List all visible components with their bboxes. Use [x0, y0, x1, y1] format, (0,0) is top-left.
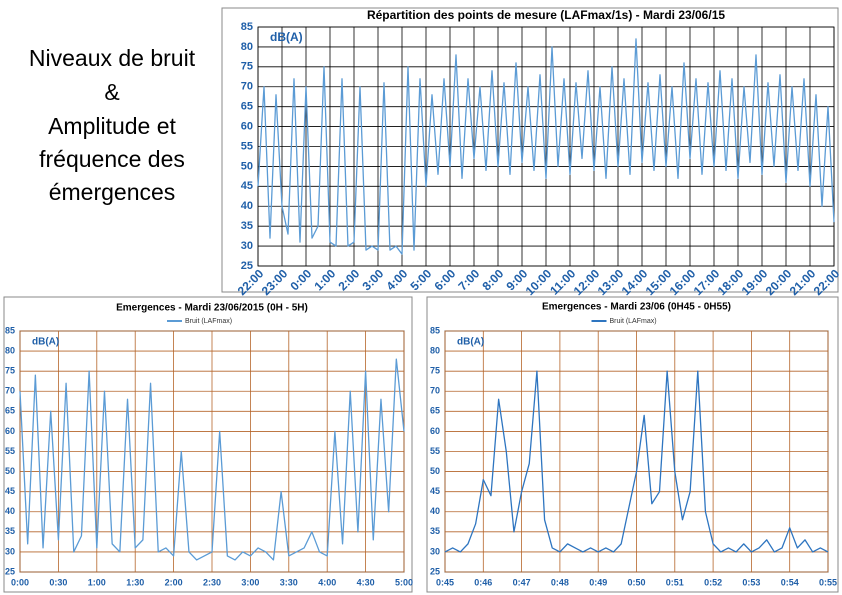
y-tick-label: 40	[241, 200, 253, 212]
y-tick-label: 55	[241, 140, 253, 152]
chart-title: Emergences - Mardi 23/06/2015 (0H - 5H)	[116, 303, 308, 314]
chart-title: Emergences - Mardi 23/06 (0H45 - 0H55)	[542, 302, 731, 313]
x-tick-label: 1:00	[88, 577, 106, 587]
y-tick-label: 60	[430, 426, 440, 436]
slide-text: fréquence des	[39, 146, 185, 172]
y-tick-label: 35	[5, 526, 15, 536]
y-tick-label: 30	[5, 546, 15, 556]
y-tick-label: 70	[5, 386, 15, 396]
y-tick-label: 45	[5, 486, 15, 496]
y-tick-label: 85	[5, 325, 15, 335]
slide-text: Amplitude et	[48, 113, 176, 139]
x-tick-label: 4:00	[318, 577, 336, 587]
x-tick-label: 0:49	[589, 577, 607, 587]
legend-label: Bruit (LAFmax)	[610, 318, 657, 325]
data-line	[19, 358, 405, 561]
x-tick-label: 0:51	[666, 577, 684, 587]
y-tick-label: 50	[5, 466, 15, 476]
y-tick-label: 75	[430, 366, 440, 376]
y-tick-label: 25	[5, 566, 15, 576]
x-tick-label: 5:00	[395, 577, 413, 587]
x-tick-label: 0:53	[742, 577, 760, 587]
y-tick-label: 65	[241, 101, 253, 113]
y-tick-label: 85	[430, 325, 440, 335]
y-axis-label: dB(A)	[32, 337, 59, 348]
x-tick-label: 0:45	[436, 577, 454, 587]
y-axis-label: dB(A)	[270, 30, 303, 44]
y-axis-label: dB(A)	[457, 337, 484, 348]
x-tick-label: 0:48	[551, 577, 569, 587]
x-tick-label: 2:30	[203, 577, 221, 587]
x-tick-label: 3:30	[280, 577, 298, 587]
slide-text: émergences	[49, 179, 176, 205]
y-tick-label: 55	[5, 446, 15, 456]
x-tick-label: 0:00	[11, 577, 29, 587]
y-tick-label: 75	[241, 61, 253, 73]
x-tick-label: 0:47	[513, 577, 531, 587]
y-tick-label: 25	[241, 260, 253, 272]
y-tick-label: 55	[430, 446, 440, 456]
legend-label: Bruit (LAFmax)	[185, 318, 232, 325]
x-tick-label: 0:30	[49, 577, 67, 587]
y-tick-label: 65	[430, 406, 440, 416]
x-tick-label: 0:50	[627, 577, 645, 587]
y-tick-label: 80	[241, 41, 253, 53]
y-tick-label: 75	[5, 366, 15, 376]
y-tick-label: 30	[241, 240, 253, 252]
y-tick-label: 30	[430, 546, 440, 556]
y-tick-label: 45	[241, 180, 253, 192]
y-tick-label: 60	[5, 426, 15, 436]
x-tick-label: 0:54	[781, 577, 799, 587]
y-tick-label: 60	[241, 120, 253, 132]
slide-text: &	[104, 79, 119, 105]
y-tick-label: 25	[430, 566, 440, 576]
slide-text: Niveaux de bruit	[29, 45, 196, 71]
y-tick-label: 45	[430, 486, 440, 496]
x-tick-label: 0:46	[474, 577, 492, 587]
y-tick-label: 85	[241, 21, 253, 33]
x-tick-label: 0:55	[819, 577, 837, 587]
x-tick-label: 0:52	[704, 577, 722, 587]
y-tick-label: 50	[430, 466, 440, 476]
data-line	[444, 370, 829, 553]
y-tick-label: 70	[241, 81, 253, 93]
y-tick-label: 70	[430, 386, 440, 396]
chart-title: Répartition des points de mesure (LAFmax…	[367, 8, 725, 22]
y-tick-label: 65	[5, 406, 15, 416]
y-tick-label: 80	[5, 345, 15, 355]
x-tick-label: 3:00	[241, 577, 259, 587]
y-tick-label: 50	[241, 160, 253, 172]
data-line	[257, 38, 835, 255]
x-tick-label: 2:00	[165, 577, 183, 587]
y-tick-label: 40	[5, 506, 15, 516]
y-tick-label: 35	[430, 526, 440, 536]
y-tick-label: 80	[430, 345, 440, 355]
y-tick-label: 40	[430, 506, 440, 516]
y-tick-label: 35	[241, 220, 253, 232]
x-tick-label: 4:30	[357, 577, 375, 587]
x-tick-label: 1:30	[126, 577, 144, 587]
